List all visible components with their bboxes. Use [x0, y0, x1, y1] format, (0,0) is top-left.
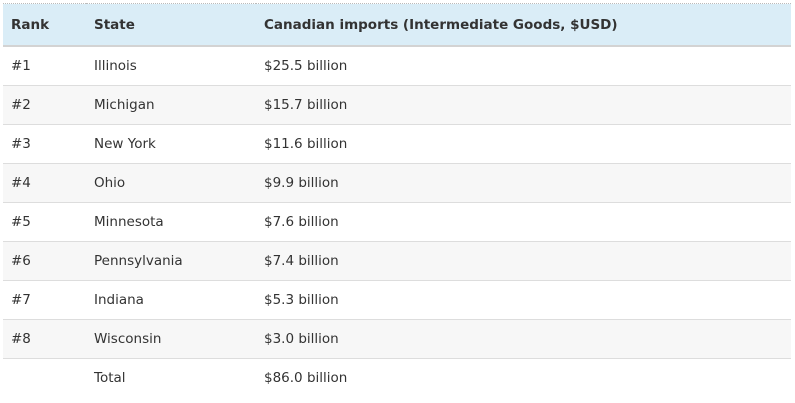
cell-state: Minnesota [86, 202, 256, 242]
cell-state: Total [94, 370, 126, 386]
cell-rank: #6 [3, 241, 86, 281]
table-row: #5 Minnesota $7.6 billion [3, 202, 791, 242]
cell-value: $11.6 billion [256, 124, 791, 164]
table-row: #3 New York $11.6 billion [3, 124, 791, 164]
cell-value: $86.0 billion [264, 370, 348, 386]
total-row: Total $86.0 billion [3, 359, 791, 398]
table-row: #8 Wisconsin $3.0 billion [3, 319, 791, 359]
cell-state: Indiana [86, 280, 256, 320]
cell-rank: #2 [3, 85, 86, 125]
cell-value: $7.6 billion [256, 202, 791, 242]
table-row: #2 Michigan $15.7 billion [3, 85, 791, 125]
header-rank: Rank [3, 3, 86, 47]
cell-value: $7.4 billion [256, 241, 791, 281]
cell-rank: #5 [3, 202, 86, 242]
cell-rank: #1 [3, 46, 86, 86]
cell-value: $9.9 billion [256, 163, 791, 203]
table-row: #1 Illinois $25.5 billion [3, 46, 791, 86]
cell-rank: #4 [3, 163, 86, 203]
cell-state: Wisconsin [86, 319, 256, 359]
cell-rank: #7 [3, 280, 86, 320]
cell-value: $25.5 billion [256, 46, 791, 86]
cell-state: Ohio [86, 163, 256, 203]
cell-state: Pennsylvania [86, 241, 256, 281]
cell-value: $5.3 billion [256, 280, 791, 320]
header-imports: Canadian imports (Intermediate Goods, $U… [256, 3, 791, 47]
cell-value: $15.7 billion [256, 85, 791, 125]
cell-state: Michigan [86, 85, 256, 125]
cell-state: New York [86, 124, 256, 164]
cell-state: Illinois [86, 46, 256, 86]
cell-value: $3.0 billion [256, 319, 791, 359]
table-row: #7 Indiana $5.3 billion [3, 280, 791, 320]
cell-rank: #8 [3, 319, 86, 359]
table-row: #6 Pennsylvania $7.4 billion [3, 241, 791, 281]
header-row: Rank State Canadian imports (Intermediat… [3, 3, 791, 47]
imports-table: Rank State Canadian imports (Intermediat… [3, 3, 791, 397]
header-state: State [86, 3, 256, 47]
cell-rank [3, 359, 86, 398]
table-row: #4 Ohio $9.9 billion [3, 163, 791, 203]
cell-rank: #3 [3, 124, 86, 164]
